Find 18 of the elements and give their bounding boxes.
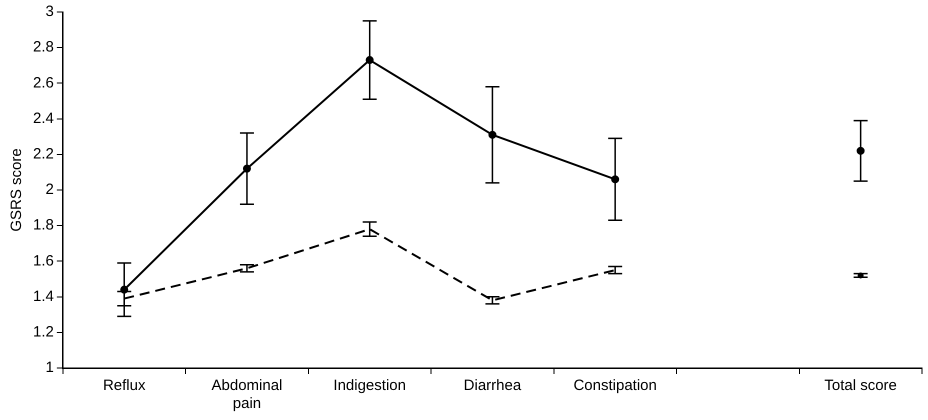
x-tick-label: Diarrhea bbox=[464, 377, 522, 394]
x-tick-label: Abdominal pain bbox=[212, 377, 282, 412]
x-tick-label: Total score bbox=[824, 377, 897, 394]
y-tick-label: 3 bbox=[46, 3, 54, 20]
y-tick-label: 2.6 bbox=[32, 74, 54, 92]
y-tick-label: 2.8 bbox=[32, 38, 54, 56]
y-tick-label: 2 bbox=[46, 181, 54, 198]
y-tick-label: 2.4 bbox=[32, 110, 54, 127]
x-tick-label: Indigestion bbox=[333, 377, 406, 394]
y-tick-label: 1.8 bbox=[32, 216, 54, 234]
y-tick-label: 2.2 bbox=[32, 146, 54, 163]
y-tick-label: 1.6 bbox=[32, 252, 54, 270]
y-tick-label: 1.4 bbox=[32, 288, 54, 305]
x-tick-label: Constipation bbox=[573, 377, 657, 394]
x-tick-label: Reflux bbox=[102, 377, 146, 394]
y-tick-label: 1 bbox=[46, 359, 54, 376]
y-tick-label: 1.2 bbox=[32, 324, 54, 341]
y-axis-title: GSRS score bbox=[8, 148, 26, 232]
